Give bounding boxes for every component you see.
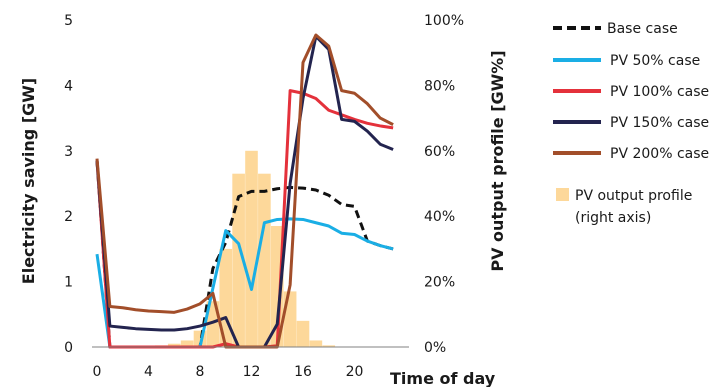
series-line-pv200 xyxy=(95,33,394,349)
y-right-tick-label: 0% xyxy=(424,340,446,356)
x-tick-label: 12 xyxy=(243,364,261,380)
series-line-pv100 xyxy=(95,89,394,349)
pv-profile-bar xyxy=(232,173,245,347)
pv-profile-bar xyxy=(296,320,310,347)
legend: Base case PV 50% case PV 100% case PV 150% … xyxy=(553,21,709,226)
y-right-tick-label: 20% xyxy=(424,275,455,291)
pv-profile-bar xyxy=(245,150,258,347)
pv-profile-bar xyxy=(258,173,271,347)
pv-profile-bar xyxy=(167,343,181,347)
legend-label-profile-note: (right axis) xyxy=(575,210,651,226)
y-left-tick-label: 2 xyxy=(64,209,73,225)
y-axis-right-title: PV output profile [GW%] xyxy=(488,50,507,271)
series-line-pv150 xyxy=(95,34,394,349)
y-left-tick-label: 0 xyxy=(64,340,73,356)
pv-profile-bar xyxy=(180,340,194,347)
legend-label-pv200: PV 200% case xyxy=(610,146,709,162)
series-lines xyxy=(95,33,394,349)
legend-label-pv50: PV 50% case xyxy=(610,53,700,69)
pv-profile-bar xyxy=(322,345,336,347)
x-tick-label: 16 xyxy=(294,364,312,380)
y-left-tick-label: 3 xyxy=(64,144,73,160)
pv-profile-bar xyxy=(309,340,323,347)
legend-swatch-profile xyxy=(556,188,569,201)
x-axis-title: Time of day xyxy=(390,369,496,387)
x-tick-label: 0 xyxy=(93,364,102,380)
series-line-base xyxy=(95,160,394,349)
y-left-tick-label: 1 xyxy=(64,275,73,291)
pv-profile-bars xyxy=(155,150,336,347)
legend-label-pv100: PV 100% case xyxy=(610,84,709,100)
y-left-tick-label: 5 xyxy=(64,13,73,29)
x-tick-label: 8 xyxy=(196,364,205,380)
y-axis-left-title: Electricity saving [GW] xyxy=(19,78,38,284)
y-left-tick-label: 4 xyxy=(64,78,73,94)
y-right-tick-label: 100% xyxy=(424,13,464,29)
y-right-tick-label: 40% xyxy=(424,209,455,225)
y-right-tick-label: 60% xyxy=(424,144,455,160)
legend-label-base: Base case xyxy=(607,21,678,37)
legend-label-profile: PV output profile xyxy=(575,188,692,204)
legend-label-pv150: PV 150% case xyxy=(610,115,709,131)
y-right-tick-label: 80% xyxy=(424,78,455,94)
x-tick-label: 4 xyxy=(144,364,153,380)
x-tick-label: 20 xyxy=(346,364,364,380)
